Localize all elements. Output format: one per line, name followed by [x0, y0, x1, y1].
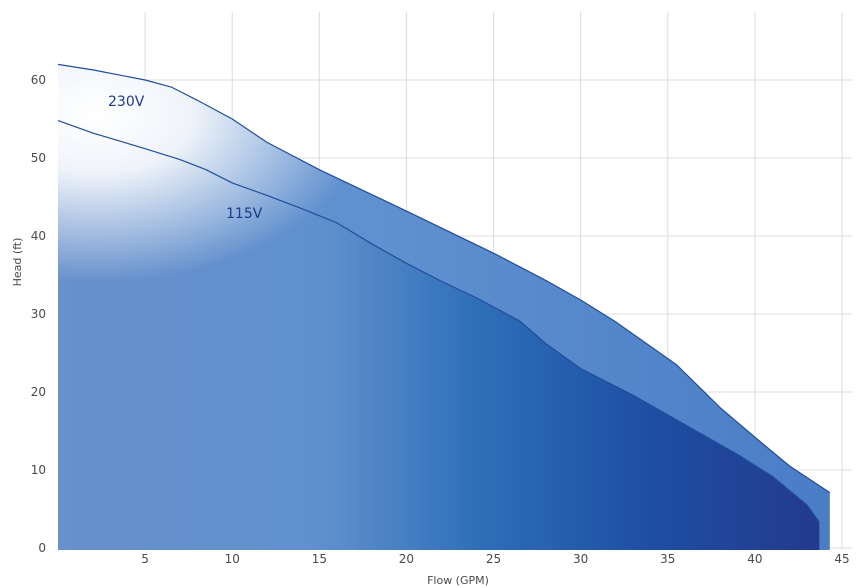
x-tick-label: 35 — [660, 552, 675, 566]
y-tick-label: 0 — [38, 541, 46, 555]
y-tick-label: 20 — [31, 385, 46, 399]
line-115v — [57, 119, 820, 523]
line-230v — [57, 63, 831, 494]
highlight-glow — [58, 64, 830, 551]
area-glow — [58, 64, 830, 551]
x-tick-label: 40 — [747, 552, 762, 566]
y-axis-label: Head (ft) — [11, 238, 24, 287]
y-tick-label: 40 — [31, 229, 46, 243]
series-label-230v: 230V — [108, 94, 145, 110]
y-tick-label: 60 — [31, 73, 46, 87]
series-lines — [57, 63, 831, 523]
x-tick-label: 10 — [225, 552, 240, 566]
series-label-115v: 115V — [226, 206, 263, 222]
x-axis-ticks: 5 10 15 20 25 30 35 40 45 — [141, 552, 849, 566]
x-axis-label: Flow (GPM) — [427, 574, 489, 587]
x-tick-label: 5 — [141, 552, 149, 566]
y-axis-ticks: 0 10 20 30 40 50 60 — [31, 73, 46, 555]
y-tick-label: 30 — [31, 307, 46, 321]
y-tick-label: 50 — [31, 151, 46, 165]
x-tick-label: 20 — [399, 552, 414, 566]
y-tick-label: 10 — [31, 463, 46, 477]
x-tick-label: 45 — [834, 552, 849, 566]
x-tick-label: 30 — [573, 552, 588, 566]
x-tick-label: 25 — [486, 552, 501, 566]
x-tick-label: 15 — [312, 552, 327, 566]
